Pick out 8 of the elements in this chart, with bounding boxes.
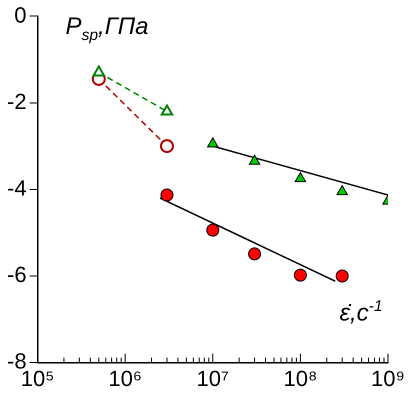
x-tick-label: 10⁶ — [108, 366, 142, 391]
y-tick-label: -2 — [7, 88, 27, 114]
x-tick-label: 10⁹ — [371, 366, 405, 391]
y-tick-label: -4 — [7, 175, 27, 200]
y-tick-label: 0 — [14, 2, 27, 28]
y-tick-label: -6 — [7, 262, 27, 288]
x-tick-label: 10⁸ — [284, 366, 318, 391]
x-tick-label: 10⁷ — [196, 366, 230, 391]
